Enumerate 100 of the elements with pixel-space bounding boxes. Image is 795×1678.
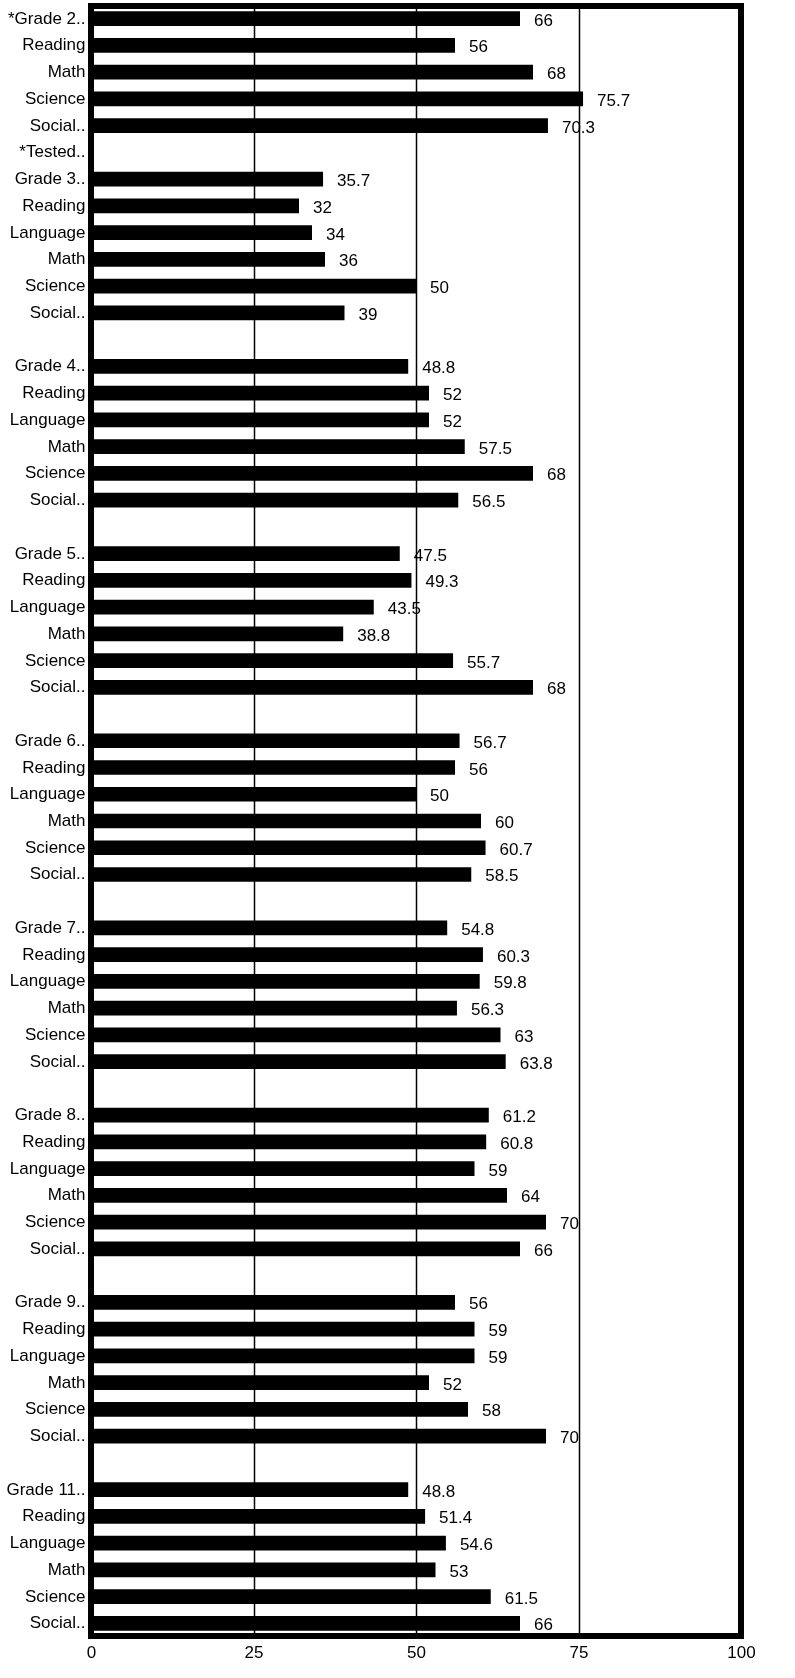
y-tick-label: Science [25,88,86,108]
data-label: 56 [469,759,488,779]
data-label: 48.8 [422,1481,456,1501]
data-label: 68 [547,64,566,84]
y-tick-label: Grade 4.. [14,356,86,376]
y-tick-label: Science [25,1399,86,1419]
data-label: 60 [495,813,514,832]
data-label: 56.3 [470,1000,505,1020]
y-tick-label: Reading [22,1319,86,1339]
y-tick-label: Math [47,1185,86,1205]
data-label: 59 [488,1321,508,1341]
y-tick-label: Reading [22,570,86,590]
data-label: 34 [326,224,345,244]
y-tick-label: Reading [22,1506,86,1526]
y-tick-label: Math [47,436,86,456]
y-tick-label: Reading [22,757,86,777]
y-tick-label: Social.. [29,490,86,510]
data-label: 48.8 [422,358,456,378]
y-tick-label: Language [9,971,86,991]
data-label: 51.4 [439,1508,473,1528]
data-label: 60.8 [500,1133,534,1153]
data-label: 63.8 [519,1053,553,1073]
y-tick-label: Grade 3.. [14,169,86,189]
y-tick-label: Grade 8.. [14,1105,86,1125]
data-label: 38.8 [357,625,391,645]
data-label: 61.2 [502,1107,536,1127]
data-label: 59 [488,1160,508,1180]
data-label: 55.7 [467,652,501,672]
y-tick-label: Grade 7.. [14,917,86,937]
data-label: 52 [443,411,462,431]
y-tick-label: Math [47,249,86,269]
y-tick-label: Language [9,784,86,804]
data-label: 66 [534,10,553,30]
data-label: 70 [560,1214,579,1234]
y-tick-label: Social.. [29,1426,86,1446]
x-tick-label: 75 [569,1642,589,1662]
y-tick-label: *Tested.. [19,142,86,162]
y-tick-label: Social.. [29,1613,86,1633]
y-tick-label: Math [47,1372,86,1392]
data-label: 52 [443,385,462,405]
data-label: 70 [560,1428,579,1448]
x-tick-label: 50 [407,1642,426,1662]
data-label: 35.7 [337,171,371,191]
data-label: 54.6 [459,1535,493,1555]
x-tick-label: 25 [244,1642,264,1662]
data-label: 58 [482,1401,501,1421]
y-tick-label: Grade 11.. [6,1479,86,1499]
y-tick-label: Language [9,1345,86,1365]
data-label: 56 [469,1294,488,1314]
y-tick-label: Science [25,463,86,483]
data-label: 60.3 [496,946,531,966]
y-tick-label: Science [25,837,86,857]
data-label: 50 [430,786,449,806]
data-label: 56 [469,37,488,57]
y-tick-label: Math [47,811,86,830]
y-tick-label: Language [9,1533,86,1553]
y-tick-label: Science [25,650,86,670]
y-tick-label: Reading [22,195,86,215]
data-label: 36 [339,251,358,271]
y-tick-label: Social.. [29,302,86,322]
data-label: 75.7 [597,90,631,110]
y-tick-label: Grade 9.. [14,1292,86,1312]
y-tick-label: Social.. [29,1051,86,1071]
data-label: 64 [521,1187,540,1207]
y-tick-label: Grade 6.. [14,730,86,750]
y-tick-label: Reading [22,35,86,55]
data-label: 54.8 [461,919,495,939]
data-label: 61.5 [504,1588,538,1608]
y-tick-label: Math [47,998,86,1018]
y-tick-label: Math [47,623,86,643]
y-tick-label: Math [47,62,86,82]
y-tick-label: Science [25,1586,86,1606]
data-label: 57.5 [478,438,512,458]
data-label: 58.5 [485,866,519,886]
y-tick-label: Social.. [29,677,86,697]
y-tick-label: Language [9,222,86,242]
data-label: 32 [313,197,332,217]
data-label: 39 [358,304,378,324]
y-tick-label: Science [25,1212,86,1232]
y-tick-label: Social.. [29,115,86,135]
data-label: 56.5 [472,492,506,512]
data-label: 66 [534,1240,553,1260]
data-label: 68 [547,465,566,485]
data-label: 59.8 [493,973,527,993]
y-tick-label: Math [47,1559,86,1579]
y-tick-label: Language [9,597,86,617]
data-label: 63 [514,1026,534,1046]
y-tick-label: Grade 5.. [14,543,86,563]
data-label: 56.7 [473,732,507,752]
x-tick-label: 0 [86,1642,97,1662]
data-label: 53 [449,1561,469,1581]
data-label: 52 [443,1374,462,1394]
data-label: 49.3 [425,572,459,592]
y-tick-label: Social.. [29,1238,86,1258]
y-tick-label: Reading [22,1131,86,1151]
data-label: 60.7 [499,839,533,859]
y-tick-label: *Grade 2.. [8,8,86,28]
data-label: 68 [547,679,566,699]
y-tick-label: Science [25,276,86,296]
y-tick-label: Science [25,1024,86,1044]
